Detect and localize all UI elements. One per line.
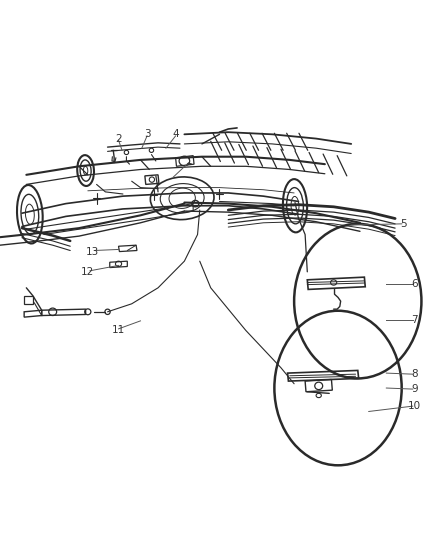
Text: 10: 10 <box>407 401 420 411</box>
Text: 6: 6 <box>410 279 417 288</box>
Text: 1: 1 <box>185 156 192 166</box>
Text: 2: 2 <box>115 134 122 143</box>
Text: 11: 11 <box>112 326 125 335</box>
Text: 12: 12 <box>81 267 94 277</box>
Text: 13: 13 <box>85 247 99 256</box>
Text: 7: 7 <box>410 315 417 325</box>
Text: 9: 9 <box>410 384 417 394</box>
Text: 5: 5 <box>399 219 406 229</box>
Text: 8: 8 <box>410 369 417 379</box>
Text: 3: 3 <box>143 130 150 139</box>
Text: 4: 4 <box>172 130 179 139</box>
